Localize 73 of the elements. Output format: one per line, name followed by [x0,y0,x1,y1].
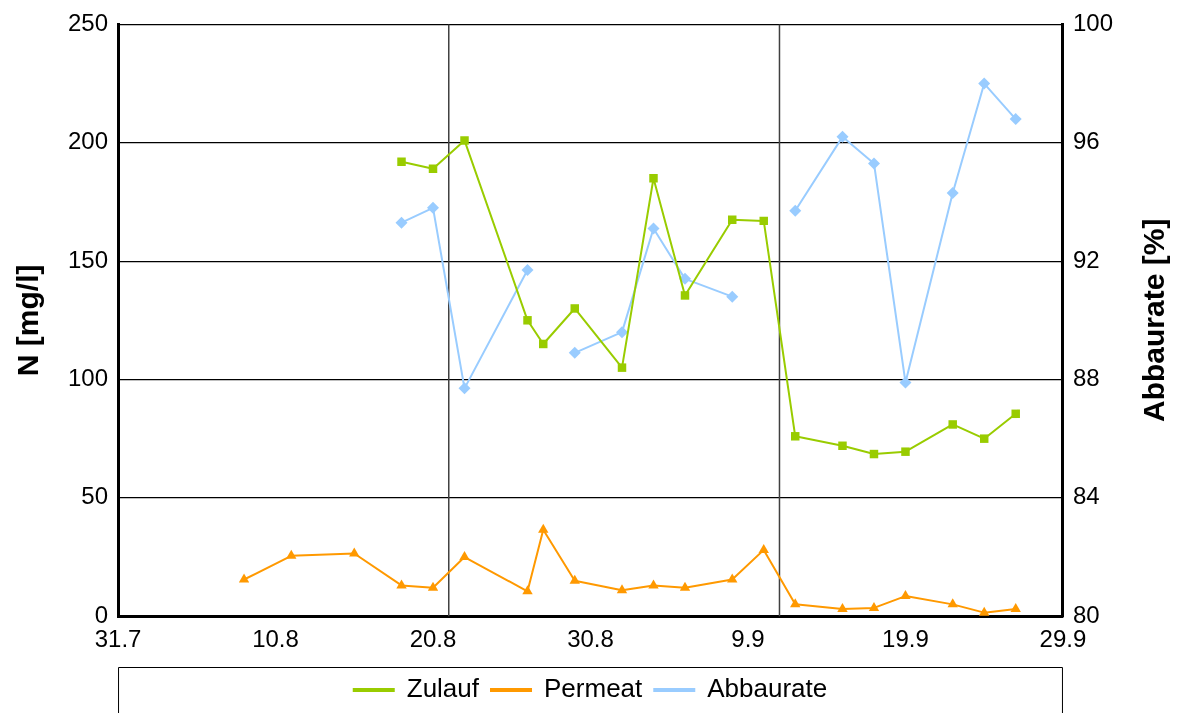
point [867,157,880,170]
point [396,579,407,589]
y2-tick-label: 84 [1072,482,1100,510]
point [947,598,958,608]
y-tick-label: 200 [68,127,109,155]
y-tick-label: 100 [68,364,109,392]
y-tick-label: 0 [94,600,109,628]
point [427,201,440,214]
point [286,549,297,559]
x-tick-label: 29.9 [1039,625,1087,653]
point [395,216,408,229]
point [838,441,847,450]
point [523,316,532,325]
point [837,603,848,613]
point [836,130,849,143]
y-tick-label: 150 [68,245,109,273]
point [946,187,959,200]
x-tick-label: 30.8 [567,625,614,653]
y-tick-label: 250 [68,9,109,37]
y2-axis-title: Abbaurate [%] [1137,218,1171,422]
point [427,581,439,591]
point [522,585,533,595]
point [978,77,991,90]
point [1010,603,1021,613]
y2-tick-label: 92 [1072,245,1100,273]
point [758,543,769,553]
point [680,291,690,300]
point [790,432,800,441]
point [727,215,737,224]
point [616,584,628,594]
y2-tick-label: 96 [1072,127,1100,155]
x-tick-label: 10.8 [252,625,299,653]
x-tick-label: 9.9 [731,625,765,653]
point [459,551,470,561]
x-tick-label: 19.9 [882,625,929,653]
point [538,523,549,533]
point [648,579,659,589]
point [569,574,580,584]
point [238,573,250,583]
point [759,216,768,226]
legend-label: Zulauf [406,673,480,704]
point [617,363,627,372]
point [900,590,911,600]
point [727,573,738,583]
point [726,290,739,303]
point [568,346,581,359]
legend-label: Permeat [544,673,644,704]
point [1011,409,1020,419]
point [647,222,660,235]
point [521,264,534,276]
y-tick-label: 50 [81,482,109,510]
point [901,447,910,456]
point [679,581,691,591]
y-axis-title: N [mg/l] [11,264,45,377]
x-tick-label: 31.7 [94,625,142,653]
point [649,174,658,183]
point [397,157,406,166]
point [979,606,990,616]
point [460,136,469,145]
point [948,420,957,429]
point [979,434,989,443]
point [616,326,628,339]
legend-label: Abbaurate [707,673,828,704]
point [899,376,912,389]
point [570,304,579,313]
x-tick-label: 20.8 [409,625,457,653]
y2-tick-label: 80 [1072,600,1100,628]
point [458,382,471,395]
point [1009,113,1022,126]
point [789,204,802,217]
point [868,601,880,611]
y2-tick-label: 100 [1072,9,1113,37]
y2-tick-label: 88 [1072,364,1100,392]
